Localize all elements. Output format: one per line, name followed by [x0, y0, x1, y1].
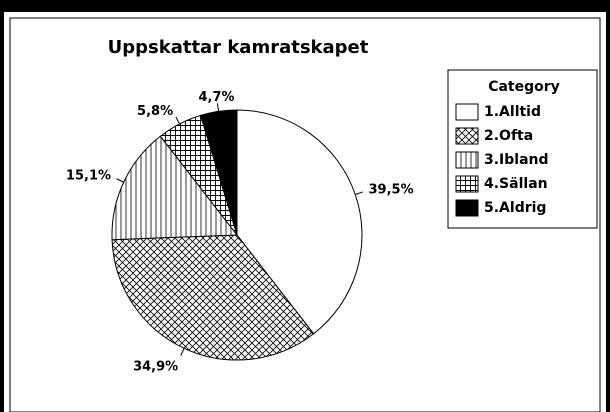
chart-title: Uppskattar kamratskapet: [108, 37, 369, 58]
legend-label: 3.Ibland: [484, 152, 549, 168]
leader-line: [180, 348, 185, 356]
pie-slice: [236, 109, 363, 335]
leader-line: [355, 191, 363, 195]
data-label: 5,8%: [137, 104, 173, 119]
legend-swatch: [455, 199, 479, 217]
legend-label: 2.Ofta: [484, 128, 533, 144]
data-label: 4,7%: [199, 90, 235, 105]
data-label: 39,5%: [369, 182, 414, 197]
legend-swatch: [455, 103, 479, 121]
legend-swatch: [455, 127, 479, 145]
legend-swatch: [455, 151, 479, 169]
legend-label: 5.Aldrig: [484, 200, 546, 216]
data-label: 15,1%: [66, 169, 111, 184]
leader-line: [175, 116, 180, 125]
legend-swatch: [455, 175, 479, 193]
leader-line: [216, 103, 220, 112]
pie-slice: [111, 135, 238, 241]
legend-label: 1.Alltid: [484, 104, 541, 120]
leader-line: [116, 178, 124, 183]
pie-slice: [111, 234, 315, 361]
data-label: 34,9%: [133, 359, 178, 374]
legend-label: 4.Sällan: [484, 176, 548, 192]
legend-title: Category: [488, 79, 560, 95]
